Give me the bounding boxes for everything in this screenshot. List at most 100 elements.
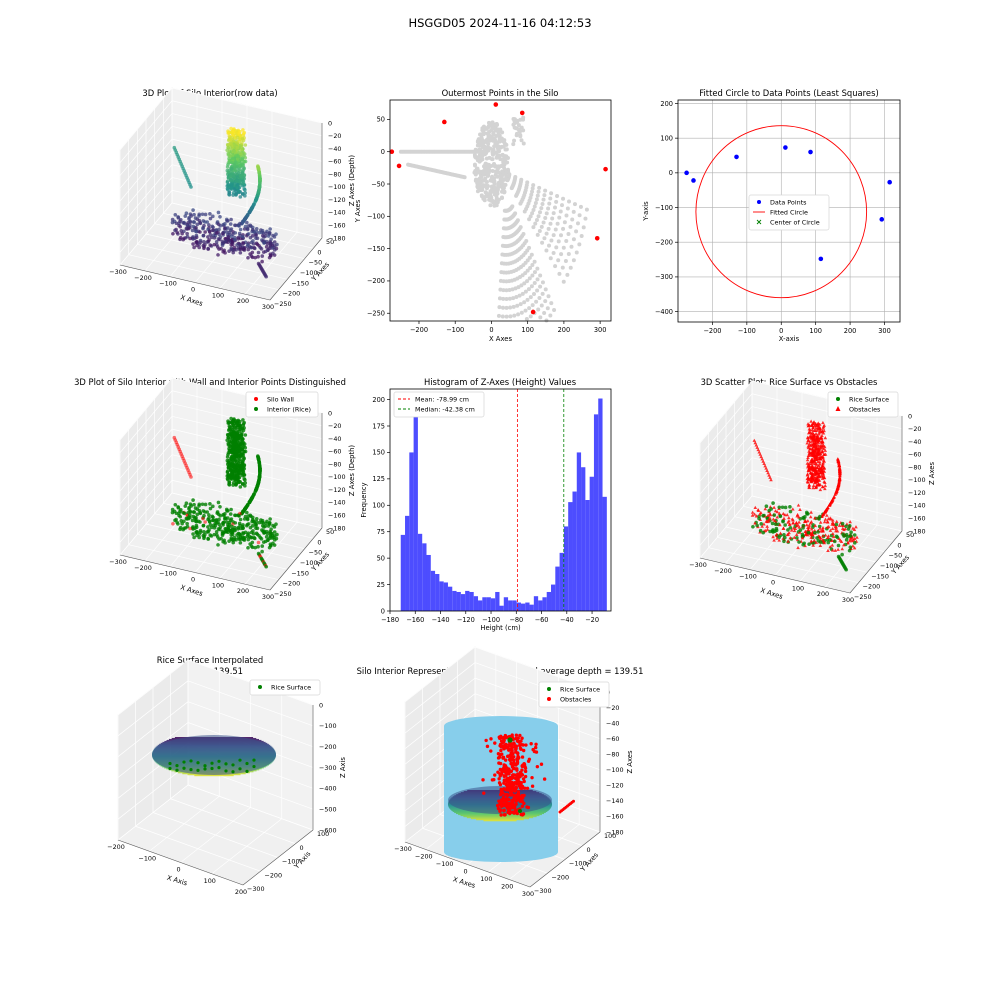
p8-obstacle-point [509, 793, 513, 797]
p1-point [229, 167, 234, 171]
p1-point [242, 247, 246, 251]
p1-xtick-label: −300 [109, 268, 127, 276]
p8-obstacle-point [502, 809, 506, 813]
p8-obstacle-point [520, 768, 524, 772]
p1-point [195, 243, 199, 248]
p1-point [268, 227, 272, 231]
p8-obstacle-point [496, 770, 500, 774]
p1-point [201, 226, 205, 231]
p1-point [240, 137, 245, 141]
p1-point [226, 182, 231, 187]
p1-ztick-label: −140 [328, 209, 346, 217]
p8-obstacle-point [517, 782, 522, 786]
p1-grid-z [171, 177, 323, 213]
p1-grid-z [119, 138, 173, 202]
p8-obstacle-point [497, 777, 501, 781]
chart-title-p2: Outermost Points in the Silo [441, 88, 559, 98]
p2-xtick-label: 200 [558, 326, 571, 334]
p2-xtick-label: 0 [489, 326, 493, 334]
figure-title: HSGGD05 2024-11-16 04:12:53 [408, 16, 592, 30]
p1-point [255, 242, 260, 247]
p2-xtick-label: −200 [410, 326, 428, 334]
p8-obstacle-point [511, 800, 515, 804]
p8-ztick-label: −100 [606, 766, 624, 774]
p1-grid-z [171, 100, 323, 137]
p1-point [208, 243, 213, 247]
p8-obstacle-point [490, 778, 495, 782]
p1-point [231, 250, 236, 255]
p8-xtick-label: −100 [436, 860, 454, 868]
p8-obstacle-point [507, 757, 512, 762]
p1-point [194, 240, 199, 244]
p1-point [226, 131, 231, 135]
p8-obstacle-point [497, 781, 502, 785]
p1-point [195, 222, 200, 227]
p8-obstacle-point [509, 769, 514, 773]
p1-point [181, 220, 185, 225]
p1-point [235, 182, 240, 187]
p1-point [257, 188, 261, 193]
p1-point [233, 160, 238, 164]
p8-silo-top [444, 716, 558, 736]
p1-point [235, 165, 239, 169]
p1-point [210, 224, 215, 229]
p1-point [238, 247, 243, 251]
p8-surface-strip [483, 820, 517, 822]
p8-obstacle-point [514, 746, 518, 751]
p1-point [272, 235, 277, 239]
p1-point [228, 138, 233, 142]
p2-ytick-label: 0 [381, 148, 385, 156]
p1-point [197, 212, 202, 217]
p1-point [238, 227, 243, 232]
p1-point [177, 223, 181, 228]
p1-point [183, 214, 188, 218]
p1-ztick-label: −80 [328, 170, 342, 178]
p1-ytick-label: −150 [291, 279, 309, 287]
p1-grid-z [171, 164, 323, 201]
p1-point [242, 130, 246, 135]
p1-point [231, 156, 235, 161]
p8-ztick-label: −120 [606, 782, 624, 790]
p1-point [245, 227, 250, 232]
p8-obstacle-point [521, 777, 526, 781]
p8-obstacle-point [506, 810, 510, 815]
p1-xtick-label: −200 [134, 274, 152, 282]
p1-point [222, 226, 227, 231]
p1-axis-x [119, 264, 271, 301]
p1-point [184, 226, 189, 231]
p8-obstacle-point [500, 741, 505, 745]
p1-point [178, 235, 183, 240]
p1-point [208, 216, 213, 221]
p1-point [229, 234, 234, 239]
p1-point [246, 242, 250, 247]
p1-point [211, 214, 215, 219]
p1-grid-z [119, 126, 173, 189]
p1-point [182, 229, 186, 234]
p1-grid-z [119, 100, 173, 164]
p1-point [246, 232, 251, 236]
p1-point [192, 245, 196, 250]
p1-point [190, 228, 195, 233]
p1-point [236, 237, 240, 241]
p1-point [237, 224, 241, 228]
p1-point [240, 156, 245, 161]
p1-point [191, 242, 195, 246]
p1-point [174, 221, 179, 226]
p1-point [198, 230, 202, 234]
p1-point [198, 221, 203, 226]
p8-obstacle-point [506, 788, 510, 792]
p1-grid-z [119, 113, 173, 176]
p1-point [234, 247, 238, 252]
p1-point [184, 211, 189, 215]
p1-point [248, 235, 253, 240]
p1-point [221, 230, 226, 235]
p8-ytick-label: −300 [534, 887, 552, 895]
p1-point [262, 241, 266, 245]
p1-grid-z [171, 202, 323, 239]
p1-point [264, 245, 269, 249]
p8-obstacle-point [518, 746, 523, 751]
p8-silo-bottom [444, 842, 558, 862]
p8-obstacle-point [504, 767, 509, 771]
p2-ytick-label: −150 [367, 245, 385, 253]
p1-grid-z [171, 113, 323, 149]
